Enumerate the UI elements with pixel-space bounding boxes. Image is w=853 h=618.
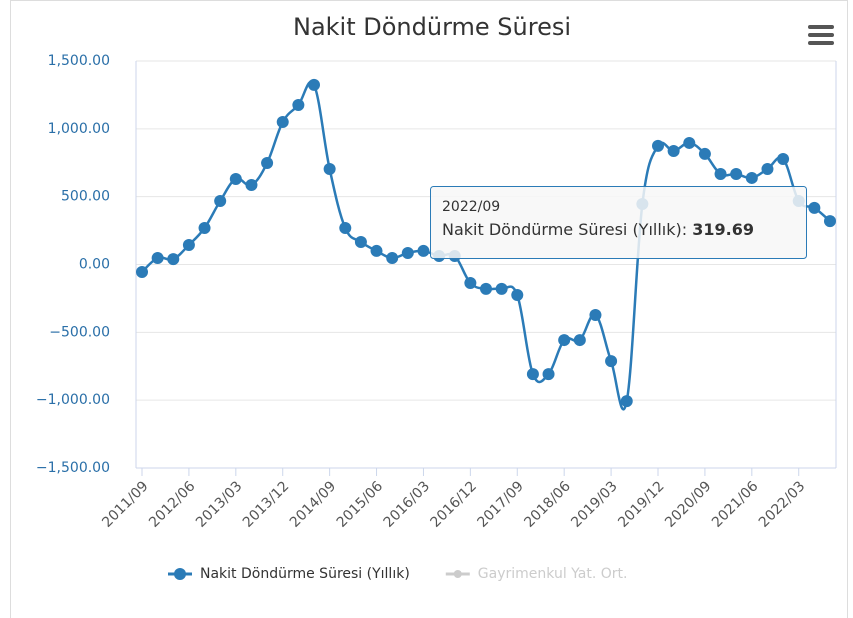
data-point (495, 282, 508, 295)
y-tick-label: −1,500.00 (36, 460, 110, 476)
data-point (214, 195, 227, 208)
y-tick-label: 1,000.00 (48, 121, 110, 137)
tooltip-value: 319.69 (692, 220, 754, 239)
y-tick-label: −1,000.00 (36, 392, 110, 408)
tooltip-box (430, 186, 807, 259)
data-point (401, 246, 414, 259)
chart-title: Nakit Döndürme Süresi (293, 13, 571, 41)
tooltip-series: Nakit Döndürme Süresi (Yıllık): 319.69 (442, 220, 754, 239)
legend-item[interactable]: Nakit Döndürme Süresi (Yıllık) (168, 566, 410, 582)
legend-item[interactable]: Gayrimenkul Yat. Ort. (445, 566, 628, 582)
menu-icon[interactable] (808, 25, 834, 45)
data-point (182, 238, 195, 251)
y-tick-label: −500.00 (49, 324, 110, 340)
data-point (698, 147, 711, 160)
data-point (167, 253, 180, 266)
data-point (151, 251, 164, 264)
data-point (745, 171, 758, 184)
data-point (558, 334, 571, 347)
data-point (824, 215, 836, 228)
data-point (730, 168, 743, 181)
data-point (480, 282, 492, 295)
data-point (620, 395, 633, 408)
data-point (229, 173, 242, 186)
legend-label: Gayrimenkul Yat. Ort. (478, 566, 628, 582)
legend-symbol (174, 568, 186, 580)
data-point (245, 178, 258, 191)
data-point (308, 78, 320, 91)
legend-symbol (453, 570, 462, 578)
data-point (714, 168, 727, 181)
data-point (526, 368, 539, 381)
y-tick-label: 500.00 (61, 189, 110, 205)
data-point (667, 144, 680, 157)
chart-border (10, 0, 848, 618)
data-point (370, 244, 383, 257)
tooltip-sep: : (682, 220, 692, 239)
data-point (683, 136, 696, 149)
data-point (198, 222, 211, 235)
data-point (323, 162, 336, 175)
data-point (136, 265, 148, 278)
data-point (589, 308, 602, 321)
data-point (354, 235, 367, 248)
data-point (511, 289, 524, 302)
data-point (261, 157, 274, 170)
data-point (777, 152, 790, 165)
series-line (141, 80, 831, 411)
tooltip-series-name: Nakit Döndürme Süresi (Yıllık) (442, 220, 682, 239)
data-point (652, 139, 664, 152)
data-point (339, 222, 352, 235)
data-point (464, 276, 477, 289)
tooltip: 2022/09 Nakit Döndürme Süresi (Yıllık): 3… (430, 186, 807, 259)
data-point (761, 162, 774, 175)
data-point (292, 98, 305, 111)
y-tick-label: 0.00 (79, 257, 110, 273)
data-point (573, 334, 586, 347)
data-point (417, 244, 430, 257)
data-point (808, 201, 821, 214)
data-point (276, 116, 289, 129)
y-tick-label: 1,500.00 (48, 53, 110, 69)
tooltip-header: 2022/09 (442, 199, 500, 215)
legend-label: Nakit Döndürme Süresi (Yıllık) (200, 566, 410, 582)
data-point (605, 355, 618, 368)
data-point (542, 368, 555, 381)
data-point (386, 251, 399, 264)
